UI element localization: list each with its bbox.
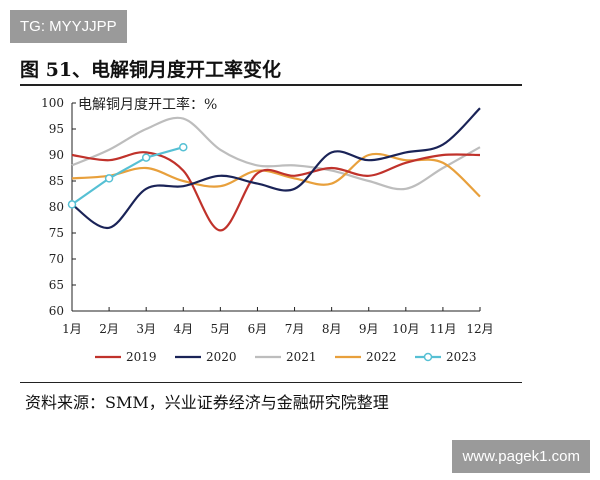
series-line-2019 — [71, 151, 481, 232]
y-tick-label: 85 — [49, 174, 64, 188]
data-point-2023 — [67, 200, 77, 209]
data-point-2023 — [104, 174, 114, 183]
series-line-2023 — [71, 146, 184, 206]
x-tick-label: 12月 — [466, 322, 493, 336]
legend-label-2019: 2019 — [126, 350, 157, 364]
watermark-top: TG: MYYJJPP — [10, 10, 127, 43]
x-tick-label: 11月 — [429, 322, 456, 336]
x-tick-label: 2月 — [99, 322, 119, 336]
legend-label-2023: 2023 — [446, 350, 477, 364]
y-tick-label: 60 — [49, 304, 64, 318]
source-divider — [20, 382, 522, 383]
y-tick-label: 65 — [49, 278, 64, 292]
x-tick-label: 7月 — [285, 322, 305, 336]
x-tick-label: 5月 — [211, 322, 231, 336]
x-tick-label: 10月 — [392, 322, 419, 336]
x-tick-label: 8月 — [322, 322, 342, 336]
y-tick-label: 80 — [49, 200, 64, 214]
x-tick-label: 3月 — [136, 322, 156, 336]
legend-marker-2023 — [423, 352, 433, 362]
series-line-2022 — [71, 152, 481, 198]
series-line-2020 — [71, 107, 481, 229]
data-point-2023 — [179, 142, 188, 152]
x-tick-label: 6月 — [248, 322, 268, 336]
y-tick-label: 95 — [49, 122, 64, 136]
data-point-2023 — [141, 153, 151, 162]
legend-label-2021: 2021 — [286, 350, 317, 364]
series-line-2021 — [71, 116, 481, 191]
y-tick-label: 75 — [49, 226, 64, 240]
y-tick-label: 70 — [49, 252, 64, 266]
legend-label-2022: 2022 — [366, 350, 397, 364]
watermark-bottom: www.pagek1.com — [452, 440, 590, 473]
x-tick-label: 9月 — [359, 322, 379, 336]
figure-title: 图 51、电解铜月度开工率变化 — [20, 59, 282, 81]
line-chart: 60 65 70 75 80 85 90 95 100 1月 2月 3月 4月 5月 6月 7月 8月 9月 10月… — [41, 96, 494, 364]
source-note: 资料来源：SMM，兴业证券经济与金融研究院整理 — [25, 393, 389, 412]
y-tick-label: 90 — [49, 148, 64, 162]
x-tick-label: 4月 — [173, 322, 193, 336]
x-tick-label: 1月 — [62, 322, 82, 336]
title-divider — [20, 84, 522, 86]
legend-label-2020: 2020 — [206, 350, 237, 364]
chart-title: 电解铜月度开工率：% — [78, 96, 217, 113]
y-tick-label: 100 — [41, 96, 64, 110]
